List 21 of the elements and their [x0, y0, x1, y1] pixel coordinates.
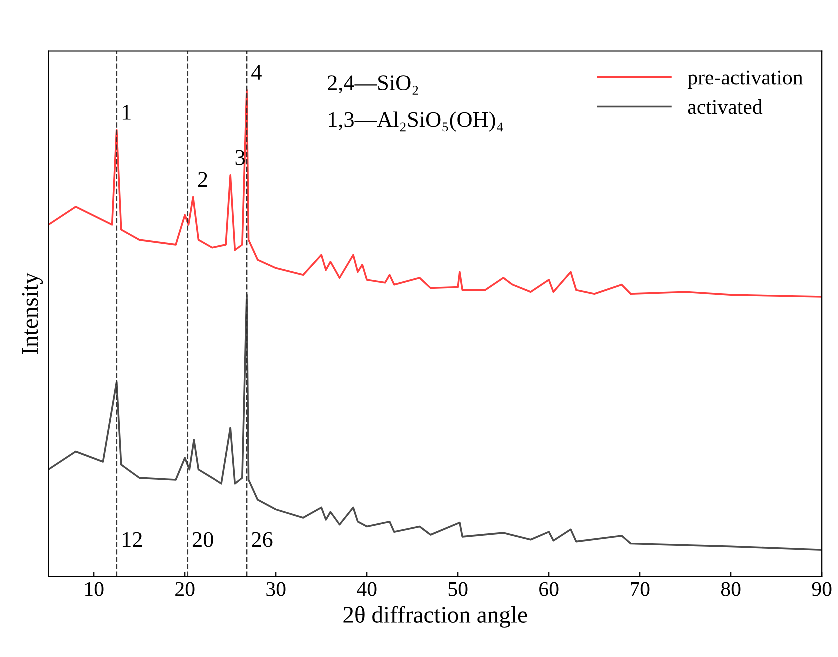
x-tick-label: 10	[86, 582, 104, 596]
annotation: 12	[122, 532, 142, 548]
x-tick-label: 40	[357, 582, 377, 596]
legend-label: activated	[688, 100, 763, 114]
x-tick-label: 70	[631, 582, 650, 596]
x-tick-label: 80	[721, 582, 741, 596]
x-tick-label: 50	[448, 582, 468, 596]
x-tick-label: 90	[812, 582, 832, 596]
x-axis-title: 2θ diffraction angle	[344, 606, 528, 628]
x-tick-label: 30	[266, 582, 286, 596]
x-tick-label: 20	[176, 582, 195, 596]
legend-label: pre-activation	[688, 70, 804, 90]
y-axis-title: Intensity	[22, 272, 44, 355]
annotation: 20	[192, 532, 214, 548]
annotation: 1	[122, 105, 131, 120]
annotation: 2	[198, 172, 208, 187]
annotation: 2,4—SiO₂	[328, 76, 418, 95]
annotation: 26	[252, 532, 273, 548]
annotation: 4	[252, 65, 262, 80]
annotation: 1,3—Al₂SiO₅(OH)₄	[329, 112, 504, 132]
x-tick-label: 60	[540, 582, 559, 596]
